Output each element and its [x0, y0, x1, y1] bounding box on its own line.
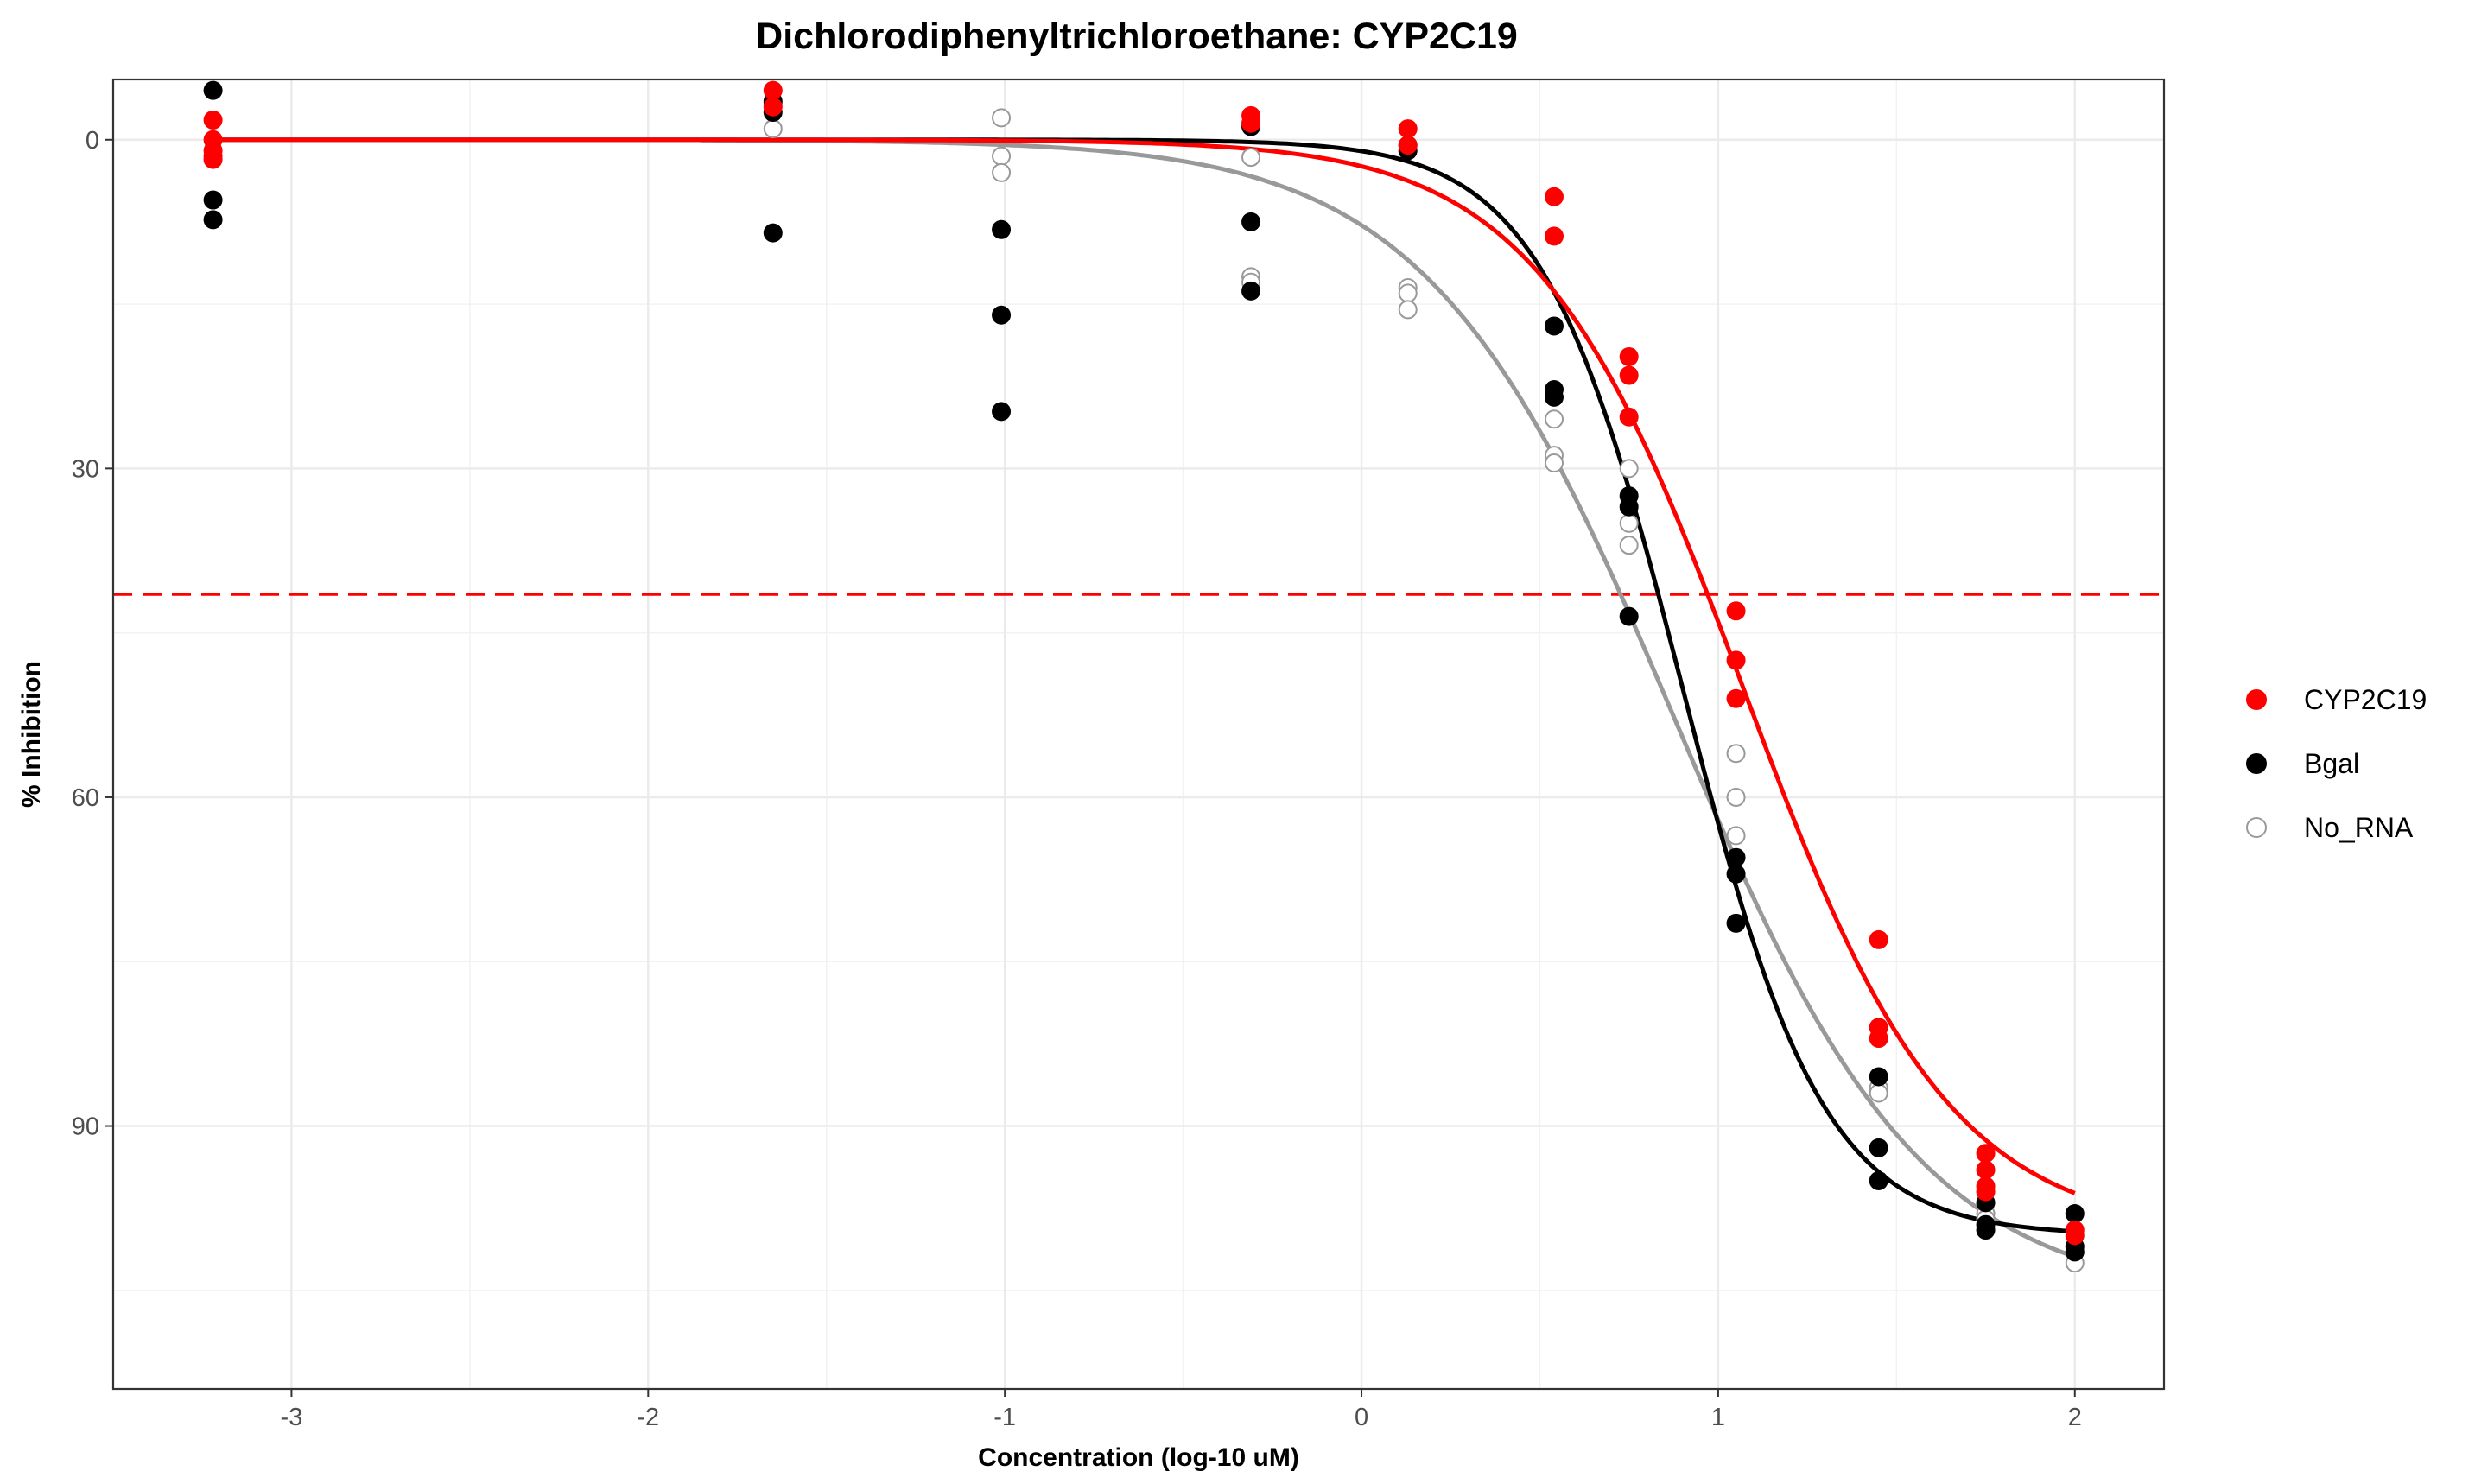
point-cyp2c19: [1619, 346, 1639, 366]
point-bgal: [1726, 847, 1746, 867]
y-tick-label: 90: [72, 1113, 99, 1141]
point-bgal: [1619, 497, 1639, 517]
legend: CYP2C19 Bgal No_RNA: [2246, 684, 2427, 843]
point-cyp2c19: [1398, 136, 1418, 155]
x-axis-title: Concentration (log-10 uM): [978, 1443, 1299, 1472]
point-bgal: [1976, 1221, 1996, 1240]
x-tick-label: 1: [1711, 1404, 1725, 1431]
point-cyp2c19: [1619, 407, 1639, 427]
y-tick-label: 30: [72, 455, 99, 483]
point-no-rna: [992, 108, 1012, 128]
legend-key-bgal: [2246, 753, 2267, 774]
fit-curve-cyp2c19: [213, 137, 2076, 1195]
fitted-curves: [213, 137, 2076, 1259]
point-bgal: [203, 80, 223, 100]
minor-gridlines: [113, 79, 2164, 1389]
point-bgal: [203, 190, 223, 210]
y-tick-label: 0: [86, 127, 99, 155]
x-axis: -3 -2 -1 0 1 2: [281, 1389, 2082, 1431]
x-tick-label: 0: [1355, 1404, 1368, 1431]
point-cyp2c19: [1726, 650, 1746, 670]
point-cyp2c19: [1869, 929, 1888, 949]
point-cyp2c19: [1976, 1144, 1996, 1164]
point-cyp2c19: [1726, 601, 1746, 621]
point-bgal: [1241, 281, 1261, 301]
point-cyp2c19: [203, 110, 223, 130]
point-cyp2c19: [2065, 1226, 2085, 1246]
point-bgal: [1726, 864, 1746, 884]
point-no-rna: [1726, 787, 1746, 807]
panel-background: [113, 79, 2164, 1389]
point-no-rna: [1619, 459, 1639, 479]
point-no-rna: [1619, 513, 1639, 533]
legend-key-cyp2c19: [2246, 689, 2267, 710]
point-no-rna: [1726, 744, 1746, 764]
point-bgal: [992, 402, 1012, 422]
x-tick-label: 2: [2068, 1404, 2082, 1431]
major-gridlines: [113, 79, 2164, 1389]
y-axis-title: % Inhibition: [17, 661, 46, 808]
point-no-rna: [1619, 536, 1639, 555]
point-cyp2c19: [1398, 119, 1418, 139]
x-tick-label: -3: [281, 1404, 303, 1431]
point-bgal: [1726, 913, 1746, 933]
data-points: [203, 80, 2085, 1273]
legend-key-no-rna: [2246, 817, 2267, 838]
point-bgal: [2065, 1204, 2085, 1224]
point-bgal: [763, 223, 783, 243]
point-cyp2c19: [1619, 365, 1639, 385]
point-bgal: [1619, 606, 1639, 626]
point-no-rna: [1726, 826, 1746, 846]
point-cyp2c19: [1544, 226, 1564, 246]
point-cyp2c19: [1976, 1160, 1996, 1180]
legend-label-cyp2c19: CYP2C19: [2304, 684, 2427, 715]
point-bgal: [1869, 1170, 1888, 1190]
legend-label-bgal: Bgal: [2304, 748, 2359, 779]
point-cyp2c19: [763, 97, 783, 117]
point-no-rna: [1869, 1083, 1888, 1103]
point-no-rna: [1398, 283, 1418, 303]
point-bgal: [1544, 387, 1564, 407]
x-tick-label: -2: [637, 1404, 659, 1431]
point-cyp2c19: [1869, 1029, 1888, 1049]
point-no-rna: [1544, 409, 1564, 429]
plot-panel: [111, 78, 2166, 1391]
point-bgal: [1869, 1067, 1888, 1087]
y-axis: 0 30 60 90: [72, 127, 113, 1141]
point-bgal: [2065, 1242, 2085, 1262]
point-cyp2c19: [1976, 1182, 1996, 1202]
point-bgal: [992, 219, 1012, 239]
point-bgal: [992, 305, 1012, 325]
point-bgal: [1869, 1138, 1888, 1157]
point-cyp2c19: [763, 80, 783, 100]
point-no-rna: [1398, 300, 1418, 320]
point-no-rna: [763, 119, 783, 139]
fit-curve-no-rna: [701, 137, 2076, 1259]
panel-border: [111, 78, 2166, 1391]
point-no-rna: [992, 162, 1012, 182]
point-bgal: [1241, 212, 1261, 231]
point-no-rna: [1544, 453, 1564, 473]
x-tick-label: -1: [993, 1404, 1016, 1431]
chart-title: Dichlorodiphenyltrichloroethane: CYP2C19: [756, 16, 1518, 57]
y-tick-label: 60: [72, 784, 99, 812]
point-no-rna: [1241, 148, 1261, 168]
point-bgal: [203, 210, 223, 230]
point-bgal: [1544, 316, 1564, 336]
point-cyp2c19: [1726, 688, 1746, 708]
point-no-rna: [992, 146, 1012, 166]
legend-label-no-rna: No_RNA: [2304, 812, 2414, 843]
point-cyp2c19: [1241, 113, 1261, 133]
point-cyp2c19: [203, 149, 223, 169]
point-cyp2c19: [1544, 187, 1564, 206]
